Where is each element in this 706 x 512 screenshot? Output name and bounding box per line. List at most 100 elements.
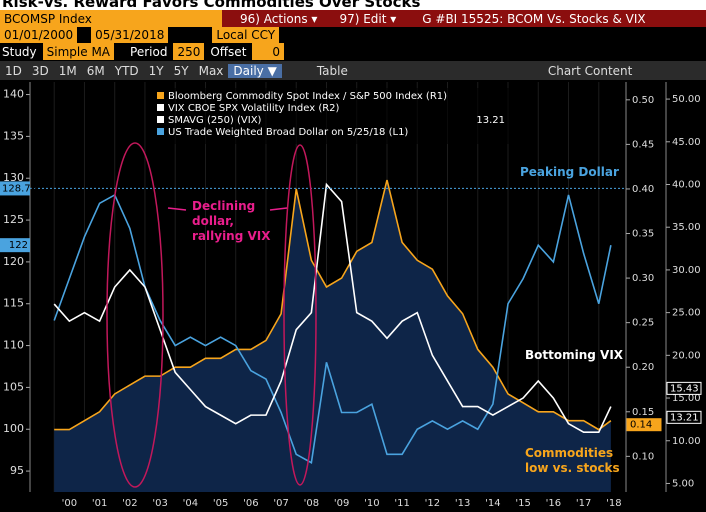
x-tick-label: '16 [546, 498, 561, 509]
y3-tick-label: 45.00 [672, 137, 701, 148]
y-tick-label: 105 [3, 380, 24, 393]
legend-box [152, 88, 512, 144]
annotation-line: Bottoming VIX [525, 348, 624, 362]
annotation-line: rallying VIX [192, 229, 271, 243]
range-button[interactable]: Daily ▼ [228, 63, 282, 78]
y3-tick-label: 35.00 [672, 222, 701, 233]
arrow [269, 207, 288, 211]
x-tick-label: '01 [92, 498, 107, 509]
annotation-line: dollar, [192, 214, 234, 228]
study[interactable]: Simple MA [42, 43, 115, 60]
legend: Bloomberg Commodity Spot Index / S&P 500… [152, 88, 512, 144]
y-tick-label: 130 [3, 171, 24, 184]
range-button[interactable]: 3D [31, 63, 49, 78]
legend-swatch [157, 116, 164, 123]
y-tick-label: 135 [3, 129, 24, 142]
value-label: 128.78 [2, 183, 37, 194]
value-box [626, 418, 662, 432]
y2-tick-label: 0.50 [632, 95, 654, 106]
range-button[interactable]: 1M [58, 63, 77, 78]
y2-tick-label: 0.10 [632, 451, 654, 462]
series-line [54, 179, 612, 431]
y2-tick-label: 0.45 [632, 139, 654, 150]
chart: '00 '01 '02 '03 '04 '05 '06 '07 '08 '09 '10 '11 '12 '… [0, 80, 706, 512]
legend-label: Bloomberg Commodity Spot Index / S&P 500… [168, 91, 447, 102]
value-label: 15.43 [670, 383, 699, 394]
x-tick-label: '05 [213, 498, 228, 509]
range-button[interactable]: Max [198, 63, 224, 78]
range-button[interactable]: Table [316, 63, 348, 78]
y-tick-label: 140 [3, 88, 24, 101]
y3-tick-label: 30.00 [672, 265, 701, 276]
y3-tick-label: 10.00 [672, 436, 701, 447]
legend-swatch [157, 128, 164, 135]
x-tick-label: '17 [576, 498, 591, 509]
annotation: Declining dollar, rallying VIX [192, 199, 271, 243]
y3-tick-label: 25.00 [672, 308, 701, 319]
y3-tick-label: 15.00 [672, 393, 701, 404]
chart-name: G #BI 15525: BCOM Vs. Stocks & VIX [422, 11, 646, 26]
annotation: Peaking Dollar [520, 165, 619, 179]
x-tick-label: '12 [425, 498, 440, 509]
currency[interactable]: Local CCY [212, 27, 280, 43]
y2-tick-label: 0.15 [632, 407, 654, 418]
value-label: 122 [9, 240, 28, 251]
legend-swatch [157, 92, 164, 99]
value-box [0, 181, 30, 196]
y3-tick-label: 40.00 [672, 180, 701, 191]
range-button[interactable]: 1D [5, 63, 22, 78]
value-label: 0.14 [630, 420, 652, 431]
annotation-line: Declining [192, 199, 255, 213]
highlight-ellipse [106, 142, 164, 488]
y3-tick-label: 50.00 [672, 94, 701, 105]
x-tick-label: '02 [122, 498, 137, 509]
edit-menu[interactable]: 97) Edit ▾ [339, 11, 397, 26]
title-bar: BCOMSP Index 96) Actions ▾ 97) Edit ▾ G … [0, 10, 706, 27]
range-bar: 1D 3D 1M 6M YTD 1Y 5Y Max Daily ▼ Table Chart Cont… [0, 61, 706, 80]
annotation-line: Commodities [525, 446, 613, 460]
legend-label: SMAVG (250) (VIX) [168, 115, 262, 126]
page-title: Risk-vs. Reward Favors Commodities Over … [0, 0, 706, 11]
period-label: Period [130, 44, 168, 59]
date-bar: 01/01/2000 05/31/2018 Local CCY [0, 27, 706, 43]
legend-swatch [157, 104, 164, 111]
range-button[interactable]: 1Y [148, 63, 164, 78]
start-date[interactable]: 01/01/2000 [0, 27, 78, 43]
end-date[interactable]: 05/31/2018 [91, 27, 169, 43]
value-box [666, 381, 702, 395]
x-tick-label: '00 [62, 498, 77, 509]
study-bar: Study Simple MA Period 250 Offset 0 [0, 43, 706, 60]
offset[interactable]: 0 [252, 43, 285, 60]
range-button[interactable]: 5Y [173, 63, 189, 78]
x-tick-label: '14 [485, 498, 500, 509]
y2-tick-label: 0.30 [632, 273, 654, 284]
x-tick-label: '13 [455, 498, 470, 509]
ticker: BCOMSP Index [0, 10, 222, 27]
y2-tick-label: 0.25 [632, 318, 654, 329]
study-label: Study [2, 44, 37, 59]
x-tick-label: '09 [334, 498, 349, 509]
y-tick-label: 100 [3, 422, 24, 435]
x-tick-label: '07 [273, 498, 288, 509]
arrow [167, 207, 187, 211]
value-label: 13.21 [670, 412, 699, 423]
annotation: Commodities low vs. stocks [525, 446, 620, 475]
x-tick-label: '10 [364, 498, 379, 509]
x-tick-label: '15 [515, 498, 530, 509]
actions-menu[interactable]: 96) Actions ▾ [240, 11, 318, 26]
y-tick-label: 95 [10, 464, 24, 477]
x-tick-label: '08 [304, 498, 319, 509]
legend-label: US Trade Weighted Broad Dollar on 5/25/1… [168, 127, 408, 138]
period[interactable]: 250 [173, 43, 205, 60]
y-tick-label: 115 [3, 297, 24, 310]
y2-tick-label: 0.35 [632, 229, 654, 240]
x-tick-label: '11 [394, 498, 409, 509]
annotation: Bottoming VIX [525, 348, 624, 362]
legend-value: 13.21 [476, 115, 505, 126]
range-button[interactable]: 6M [86, 63, 105, 78]
chart-content[interactable]: Chart Content [547, 63, 633, 78]
legend-label: VIX CBOE SPX Volatility Index (R2) [168, 103, 340, 114]
y2-tick-label: 0.20 [632, 362, 654, 373]
range-button[interactable]: YTD [114, 63, 139, 78]
